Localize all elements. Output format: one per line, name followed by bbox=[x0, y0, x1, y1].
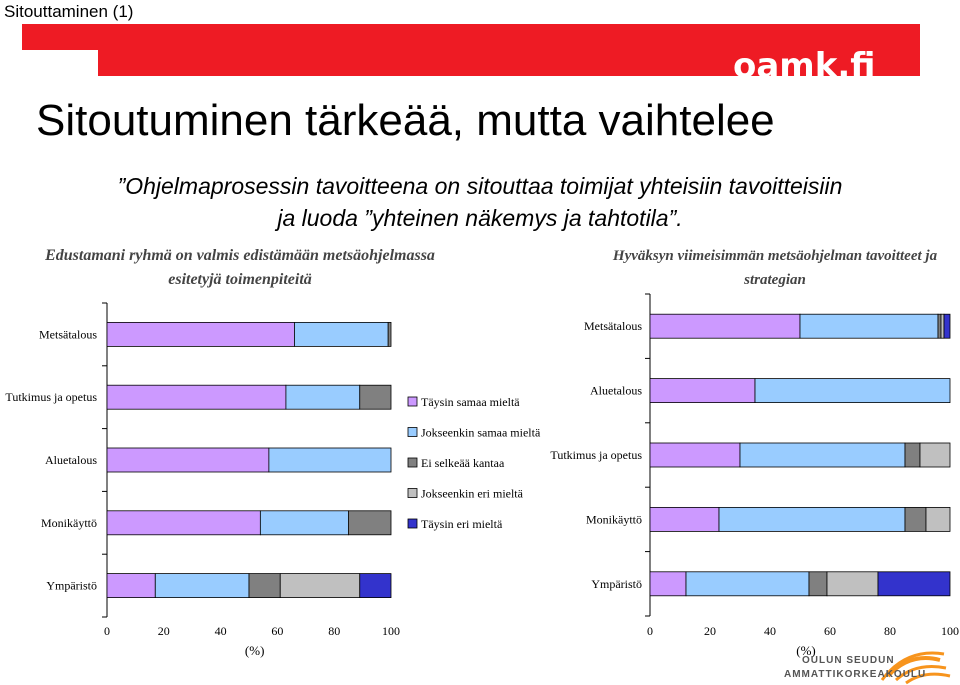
school-logo-icon bbox=[880, 651, 951, 685]
right-chart-bar-segment bbox=[649, 571, 687, 597]
right-chart-category-label: Aluetalous bbox=[590, 384, 642, 398]
right-chart-bar-segment bbox=[925, 506, 951, 532]
legend-label: Jokseenkin samaa mieltä bbox=[421, 426, 541, 440]
right-chart-bar-segment bbox=[808, 571, 828, 597]
left-chart-bar-segment bbox=[268, 447, 392, 473]
right-chart-x-tick-label: 40 bbox=[764, 624, 776, 638]
right-chart-x-tick-label: 80 bbox=[884, 624, 896, 638]
right-chart-bar-segment bbox=[685, 571, 810, 597]
slide-subtitle: ”Ohjelmaprosessin tavoitteena on sitoutt… bbox=[0, 170, 960, 234]
right-chart-bar-segment bbox=[877, 571, 951, 597]
right-chart-category-label: Ympäristö bbox=[591, 577, 642, 591]
left-chart-bar-segment bbox=[259, 510, 349, 536]
left-chart-category-label: Ympäristö bbox=[46, 579, 97, 593]
school-logo: OULUN SEUDUN AMMATTIKORKEAKOULU bbox=[784, 652, 960, 685]
right-chart-x-tick-label: 20 bbox=[704, 624, 716, 638]
left-chart-category-label: Aluetalous bbox=[45, 453, 97, 467]
left-chart-x-tick-label: 0 bbox=[104, 624, 110, 638]
right-chart-bar-segment bbox=[754, 378, 951, 404]
right-chart-title: Hyväksyn viimeisimmän metsäohjelman tavo… bbox=[612, 248, 938, 288]
right-chart-category-label: Tutkimus ja opetus bbox=[550, 448, 642, 462]
left-chart: Metsätalous Tutkimus ja opetus Aluetalous M… bbox=[5, 302, 400, 658]
left-chart-bar-segment bbox=[347, 510, 392, 536]
left-chart-bar-segment bbox=[154, 573, 250, 598]
right-chart-bar-segment bbox=[739, 442, 906, 468]
left-chart-bar-segment bbox=[106, 321, 295, 347]
legend-swatch bbox=[407, 427, 418, 437]
legend-label: Ei selkeää kantaa bbox=[421, 456, 505, 470]
left-chart-bar-segment bbox=[106, 384, 287, 410]
brand-logo-text: oamk.fi bbox=[733, 46, 876, 86]
left-chart-bar-segment bbox=[294, 321, 389, 347]
right-chart-bar-segment bbox=[718, 506, 906, 532]
left-chart-bar-segment bbox=[359, 573, 392, 598]
left-chart-bar-segment bbox=[359, 384, 392, 410]
left-chart-x-tick-label: 20 bbox=[158, 624, 170, 638]
logo-line-2: AMMATTIKORKEAKOULU bbox=[784, 669, 927, 680]
right-chart-bar-segment bbox=[649, 378, 756, 404]
left-chart-bar-segment bbox=[106, 573, 156, 598]
legend-label: Täysin eri mieltä bbox=[421, 517, 503, 531]
right-chart-x-tick-label: 100 bbox=[941, 624, 959, 638]
right-chart-category-label: Monikäyttö bbox=[586, 512, 642, 526]
legend-label: Täysin samaa mieltä bbox=[421, 395, 520, 409]
left-chart-x-tick-label: 60 bbox=[271, 624, 283, 638]
right-chart-x-tick-label: 0 bbox=[647, 624, 653, 638]
right-chart-bar-segment bbox=[943, 313, 951, 339]
right-chart-bar-segment bbox=[904, 506, 927, 532]
right-chart-x-axis-label: (%) bbox=[796, 643, 816, 658]
left-chart-bar-segment bbox=[106, 510, 261, 536]
right-chart-bar-segment bbox=[940, 313, 945, 339]
legend-label: Jokseenkin eri mieltä bbox=[421, 487, 524, 501]
legend: Täysin samaa mieltä Jokseenkin samaa miel… bbox=[407, 395, 541, 531]
left-chart-x-tick-label: 100 bbox=[382, 624, 400, 638]
slide-label: Sitouttaminen (1) bbox=[4, 2, 134, 21]
slide-title: Sitoutuminen tärkeää, mutta vaihtelee bbox=[36, 96, 775, 145]
left-chart-category-label: Metsätalous bbox=[39, 327, 97, 341]
logo-line-1: OULUN SEUDUN bbox=[802, 655, 895, 666]
right-chart-bar-segment bbox=[937, 313, 942, 339]
brand-band-lower bbox=[98, 50, 920, 76]
right-chart-category-label: Metsätalous bbox=[584, 319, 642, 333]
subtitle-line-2: ja luoda ”yhteinen näkemys ja tahtotila”… bbox=[277, 205, 683, 231]
left-chart-title: Edustamani ryhmä on valmis edistämään me… bbox=[45, 247, 435, 288]
left-chart-bar-segment bbox=[279, 573, 361, 598]
legend-swatch bbox=[407, 488, 418, 498]
left-chart-x-tick-label: 80 bbox=[328, 624, 340, 638]
left-chart-x-tick-label: 40 bbox=[215, 624, 227, 638]
left-chart-x-axis-label: (%) bbox=[245, 643, 265, 658]
legend-swatch bbox=[407, 457, 418, 468]
right-chart-bar-segment bbox=[904, 442, 921, 468]
left-chart-bar-segment bbox=[248, 573, 281, 598]
left-chart-bar-segment bbox=[106, 447, 270, 473]
right-chart-bar-segment bbox=[919, 442, 951, 468]
left-chart-bar-segment bbox=[387, 321, 392, 347]
left-chart-category-label: Tutkimus ja opetus bbox=[5, 390, 97, 404]
right-chart-bar-segment bbox=[649, 313, 801, 339]
right-chart-bar-segment bbox=[649, 506, 720, 532]
left-chart-bar-segment bbox=[285, 384, 361, 410]
right-chart-bar-segment bbox=[649, 442, 741, 468]
brand-band bbox=[22, 24, 920, 50]
right-chart: Metsätalous Aluetalous Tutkimus ja opetus M… bbox=[550, 293, 959, 658]
left-chart-category-label: Monikäyttö bbox=[41, 516, 97, 530]
right-chart-bar-segment bbox=[799, 313, 939, 339]
right-chart-bar-segment bbox=[826, 571, 879, 597]
legend-swatch bbox=[407, 518, 418, 529]
legend-swatch bbox=[407, 396, 418, 407]
subtitle-line-1: ”Ohjelmaprosessin tavoitteena on sitoutt… bbox=[117, 173, 843, 199]
right-chart-x-tick-label: 60 bbox=[824, 624, 836, 638]
